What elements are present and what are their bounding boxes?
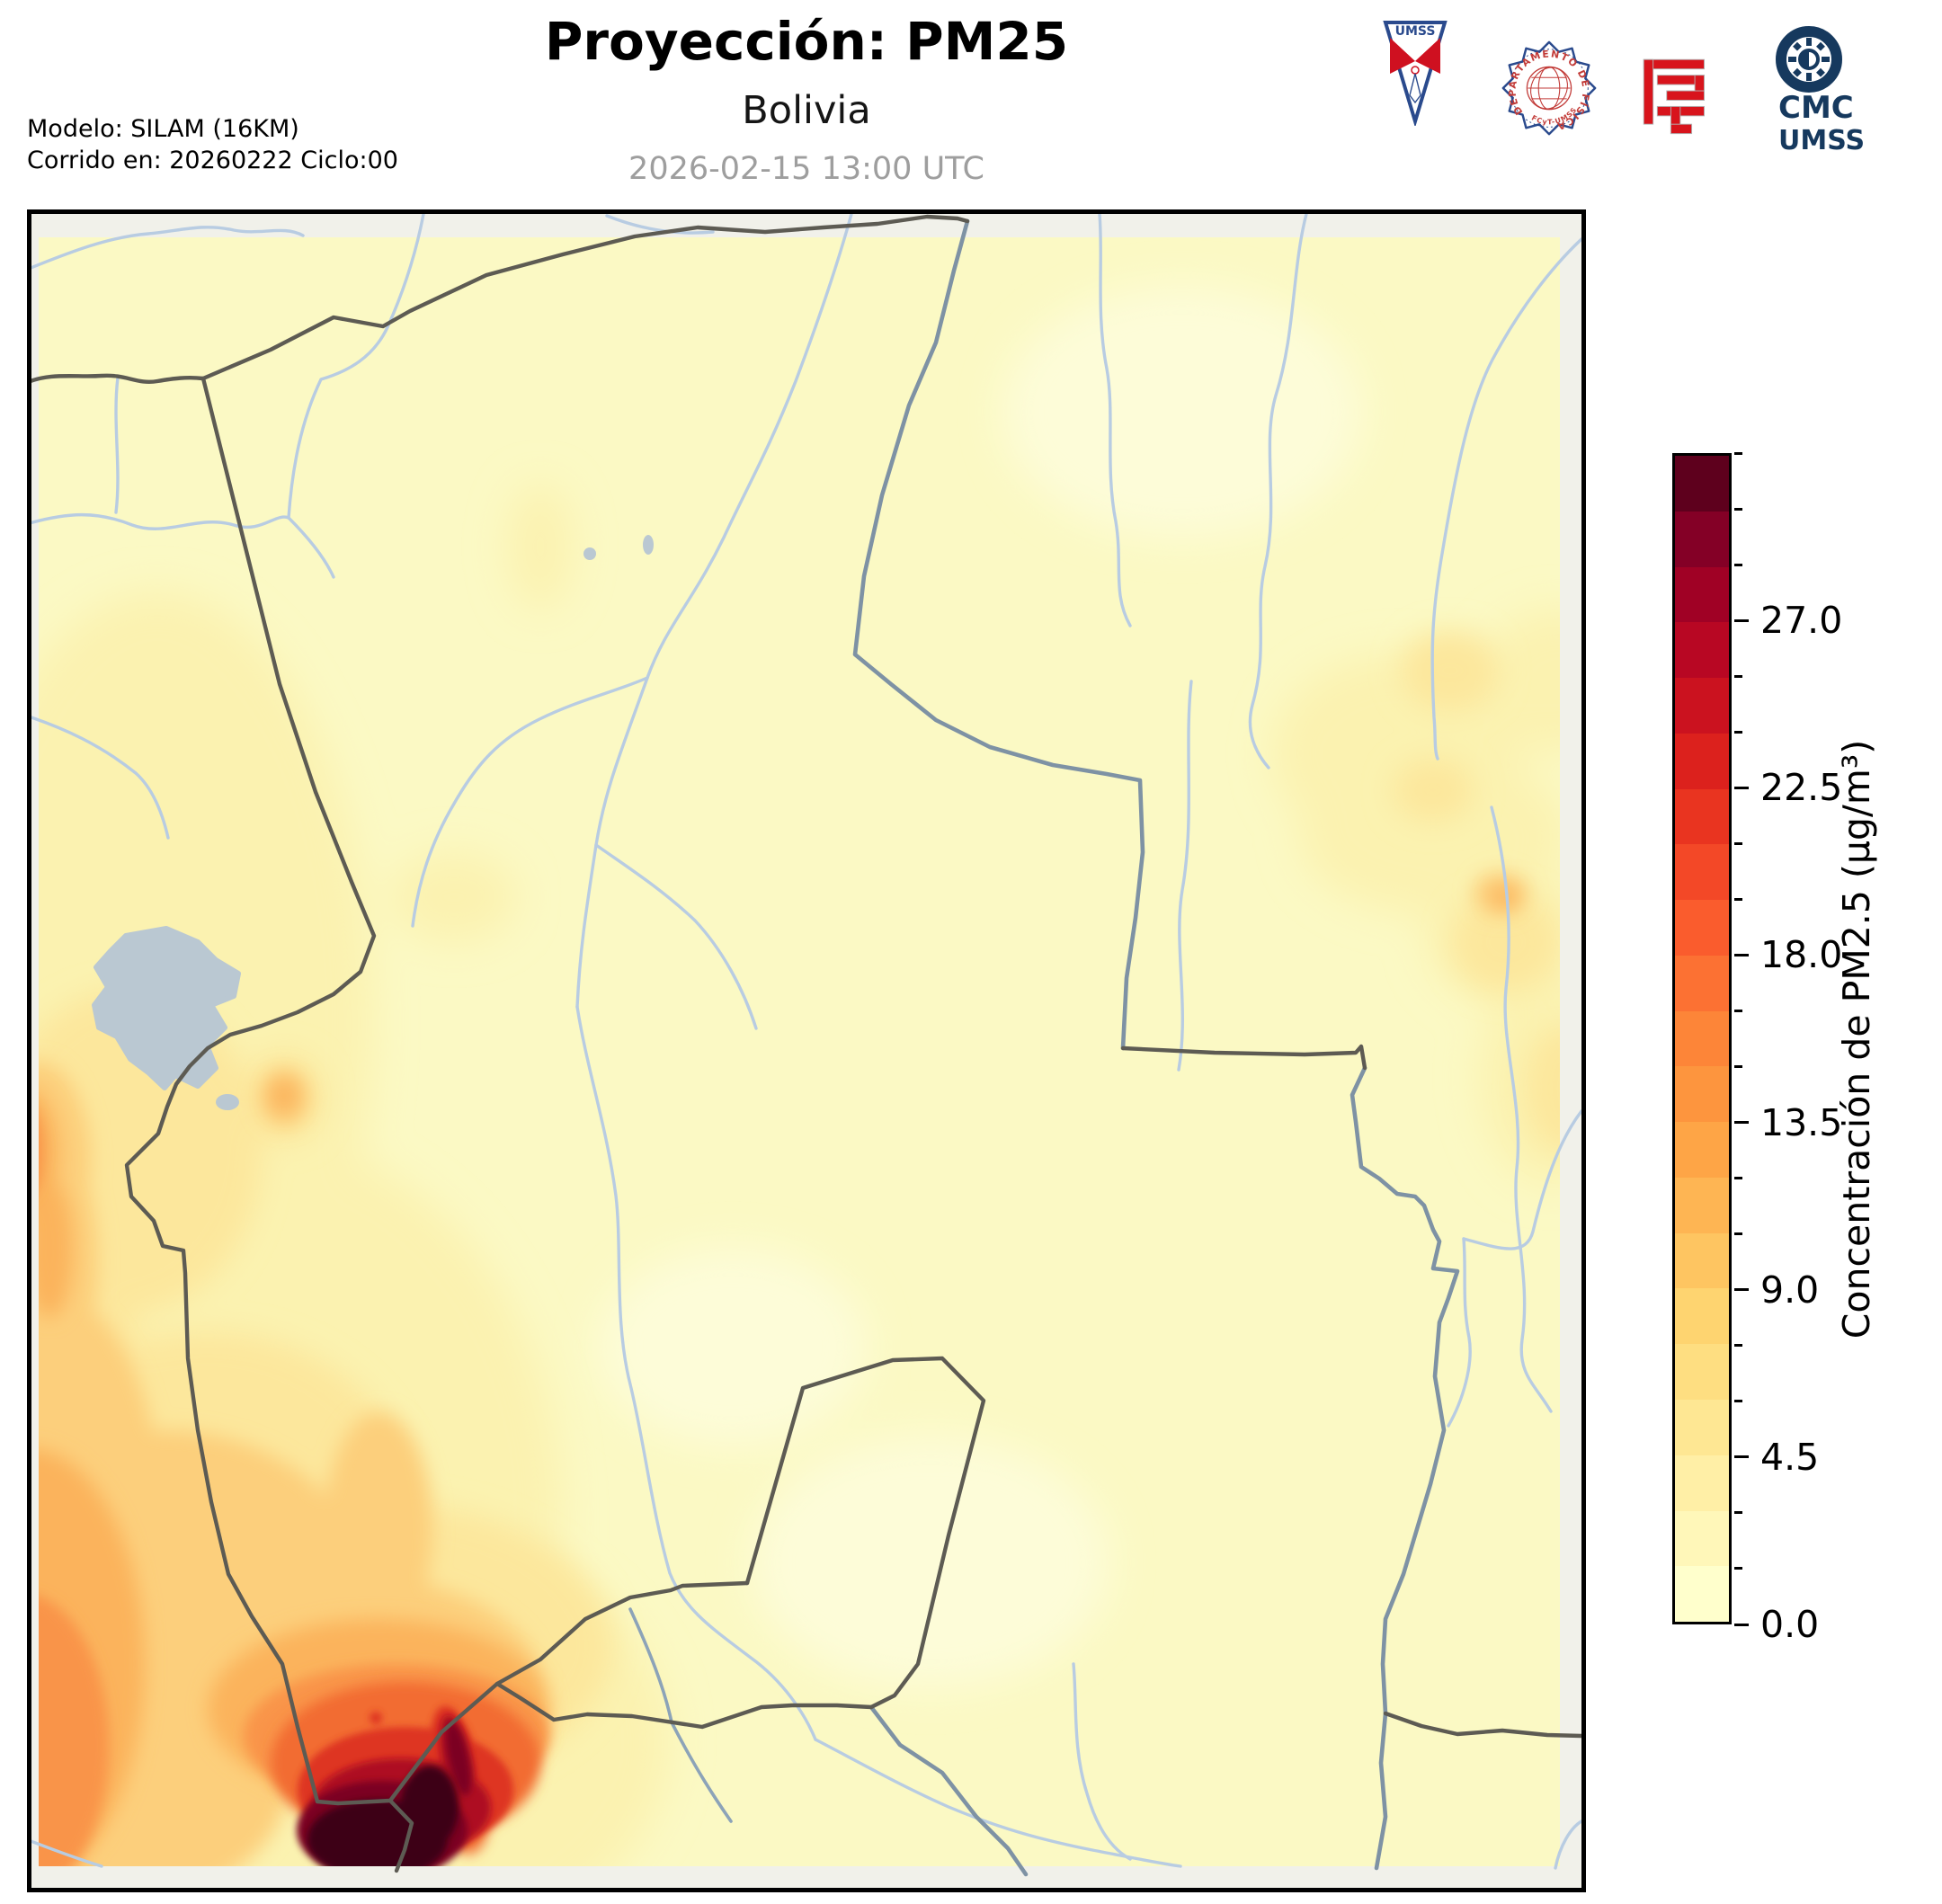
colorbar-segment [1675,1288,1729,1344]
colorbar-segment [1675,1511,1729,1567]
bolivia-pm25-map [31,214,1581,1888]
colorbar-tick [1734,731,1742,734]
colorbar-tick [1734,787,1749,789]
page-title: Proyección: PM25 [0,11,1613,72]
colorbar-tick [1734,619,1749,622]
colorbar-tick-label: 9.0 [1760,1268,1819,1312]
colorbar-tick [1734,842,1742,845]
colorbar-tick [1734,452,1742,455]
colorbar-tick [1734,1624,1749,1626]
colorbar-tick [1734,1455,1749,1458]
cmc-umss-icon: CMC UMSS [1773,23,1867,160]
colorbar-segment [1675,1122,1729,1178]
fisica-seal-icon: DEPARTAMENTO DE FÍSICA FCyT-UMSS [1496,38,1602,144]
colorbar-segment [1675,734,1729,789]
colorbar-segment [1675,1066,1729,1122]
cmc-umss-logo: CMC UMSS [1773,23,1867,160]
fcyt-red-icon [1629,45,1733,149]
map-frame [27,209,1586,1892]
pm25-concentration-layer [31,237,1581,1888]
model-info: Modelo: SILAM (16KM) Corrido en: 2026022… [27,113,398,176]
umss-pennant-icon: UMSS [1383,20,1448,126]
fisica-department-seal: DEPARTAMENTO DE FÍSICA FCyT-UMSS [1496,38,1602,147]
colorbar-segment [1675,1233,1729,1289]
colorbar-tick-label: 0.0 [1760,1603,1819,1646]
colorbar-tick [1734,1400,1742,1402]
colorbar-tick-label: 4.5 [1760,1436,1819,1479]
colorbar-tick [1734,508,1742,511]
svg-text:UMSS: UMSS [1778,125,1865,156]
colorbar-tick [1734,1010,1742,1012]
colorbar-segment [1675,567,1729,623]
lake-small-north-1 [583,547,596,560]
colorbar-segment [1675,844,1729,900]
colorbar-segment [1675,956,1729,1011]
colorbar-tick [1734,1177,1742,1179]
svg-text:CMC: CMC [1778,90,1854,126]
colorbar-tick [1734,1121,1749,1124]
colorbar-axis-label: Concentración de PM2.5 (µg/m³) [1830,453,1884,1624]
fcyt-red-logo [1629,45,1733,149]
colorbar-tick [1734,1065,1742,1068]
colorbar-tick [1734,564,1742,566]
colorbar-segment [1675,622,1729,678]
colorbar [1672,453,1732,1624]
colorbar-segment [1675,1566,1729,1622]
colorbar-tick [1734,1232,1742,1235]
colorbar-segment [1675,1011,1729,1067]
river [116,378,118,512]
lake-small-south [216,1094,239,1110]
colorbar-segment [1675,789,1729,845]
lake-small-north-2 [643,535,654,555]
colorbar-segment [1675,512,1729,567]
colorbar-tick [1734,1344,1742,1347]
model-name-line: Modelo: SILAM (16KM) [27,113,398,145]
colorbar-segment [1675,1400,1729,1455]
colorbar-tick [1734,898,1742,901]
colorbar-segment [1675,678,1729,734]
colorbar-tick [1734,1288,1749,1291]
colorbar-segment [1675,1344,1729,1400]
umss-pennant-logo: UMSS [1383,20,1448,126]
colorbar-segment [1675,900,1729,956]
model-run-line: Corrido en: 20260222 Ciclo:00 [27,145,398,176]
svg-text:UMSS: UMSS [1395,24,1436,39]
colorbar-segment [1675,1455,1729,1511]
colorbar-tick [1734,675,1742,678]
colorbar-tick [1734,1511,1742,1514]
colorbar-segment [1675,1178,1729,1233]
colorbar-tick [1734,954,1749,956]
colorbar-tick [1734,1567,1742,1570]
colorbar-segment [1675,456,1729,512]
figure-root: Proyección: PM25 Bolivia 2026-02-15 13:0… [0,0,1942,1904]
